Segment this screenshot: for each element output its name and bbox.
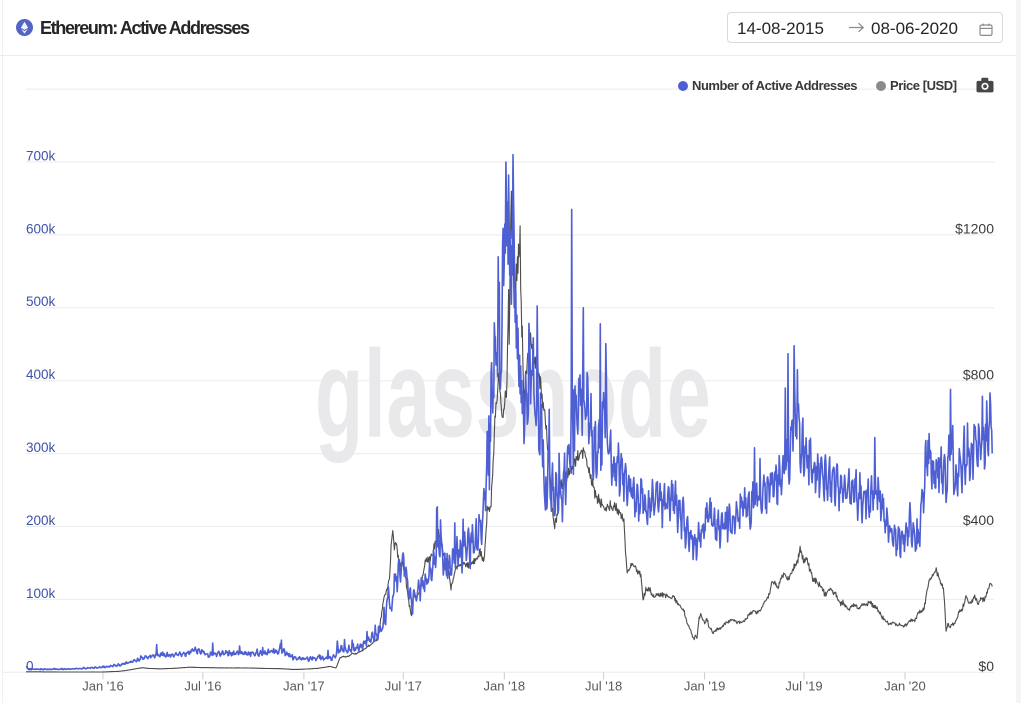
- svg-text:Jul '17: Jul '17: [385, 679, 422, 694]
- svg-text:0: 0: [26, 659, 34, 674]
- svg-text:$400: $400: [963, 512, 994, 528]
- svg-text:$1200: $1200: [955, 221, 994, 237]
- svg-text:100k: 100k: [26, 586, 56, 601]
- svg-text:Jan '17: Jan '17: [283, 679, 325, 694]
- svg-text:$800: $800: [963, 366, 994, 382]
- svg-text:Jan '18: Jan '18: [484, 679, 526, 694]
- svg-text:700k: 700k: [26, 148, 56, 163]
- svg-text:Jul '18: Jul '18: [585, 679, 622, 694]
- svg-text:Jan '16: Jan '16: [82, 679, 124, 694]
- svg-text:Jul '19: Jul '19: [785, 679, 822, 694]
- svg-text:600k: 600k: [26, 221, 56, 236]
- svg-text:200k: 200k: [26, 513, 56, 528]
- svg-text:glassnode: glassnode: [315, 326, 711, 464]
- svg-text:300k: 300k: [26, 440, 56, 455]
- svg-text:400k: 400k: [26, 367, 56, 382]
- svg-text:500k: 500k: [26, 294, 56, 309]
- svg-text:$0: $0: [978, 658, 994, 674]
- svg-text:Jul '16: Jul '16: [184, 679, 221, 694]
- svg-text:Jan '19: Jan '19: [684, 679, 726, 694]
- svg-text:Jan '20: Jan '20: [884, 679, 926, 694]
